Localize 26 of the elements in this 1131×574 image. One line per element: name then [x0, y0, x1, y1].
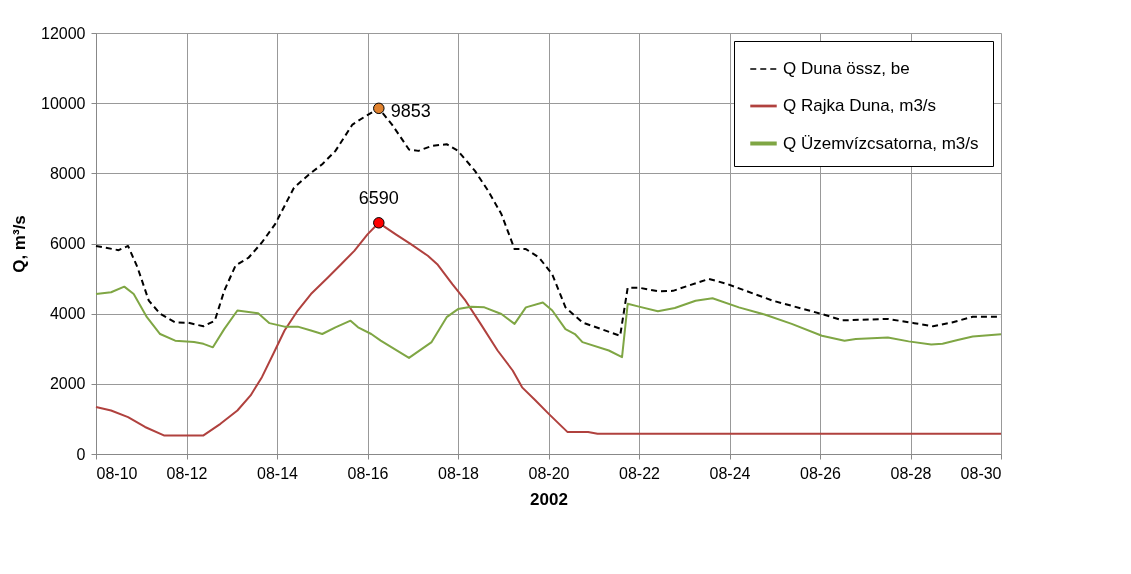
x-tick-label: 08-30 [960, 464, 1002, 482]
x-tick-label: 08-20 [528, 464, 570, 482]
legend-label: Q Rajka Duna, m3/s [783, 96, 937, 115]
x-tick-label: 08-28 [890, 464, 932, 482]
x-tick-label: 08-14 [257, 464, 299, 482]
x-axis-title: 2002 [530, 489, 568, 509]
line-series [95, 285, 1002, 359]
legend-label: Q Üzemvízcsatorna, m3/s [783, 133, 979, 153]
y-tick-label: 8000 [49, 164, 86, 182]
y-tick-label: 2000 [49, 375, 86, 393]
y-tick-label: 0 [76, 445, 86, 463]
x-tick-label: 08-24 [709, 464, 751, 482]
y-axis-title: Q, m³/s [10, 215, 30, 273]
legend-label: Q Duna össz, be [783, 59, 910, 78]
y-tick-label: 12000 [41, 24, 86, 42]
x-tick-label: 08-10 [96, 464, 138, 482]
x-tick-label: 08-12 [166, 464, 208, 482]
y-tick-label: 4000 [49, 305, 86, 323]
x-tick-label: 08-22 [619, 464, 661, 482]
annotation: 9853 [390, 101, 431, 122]
x-tick-label: 08-16 [347, 464, 389, 482]
x-tick-label: 08-26 [800, 464, 842, 482]
y-tick-label: 6000 [49, 235, 86, 252]
y-tick-label: 10000 [41, 94, 86, 112]
annotation: 6590 [358, 187, 399, 208]
x-tick-label: 08-18 [438, 464, 480, 482]
